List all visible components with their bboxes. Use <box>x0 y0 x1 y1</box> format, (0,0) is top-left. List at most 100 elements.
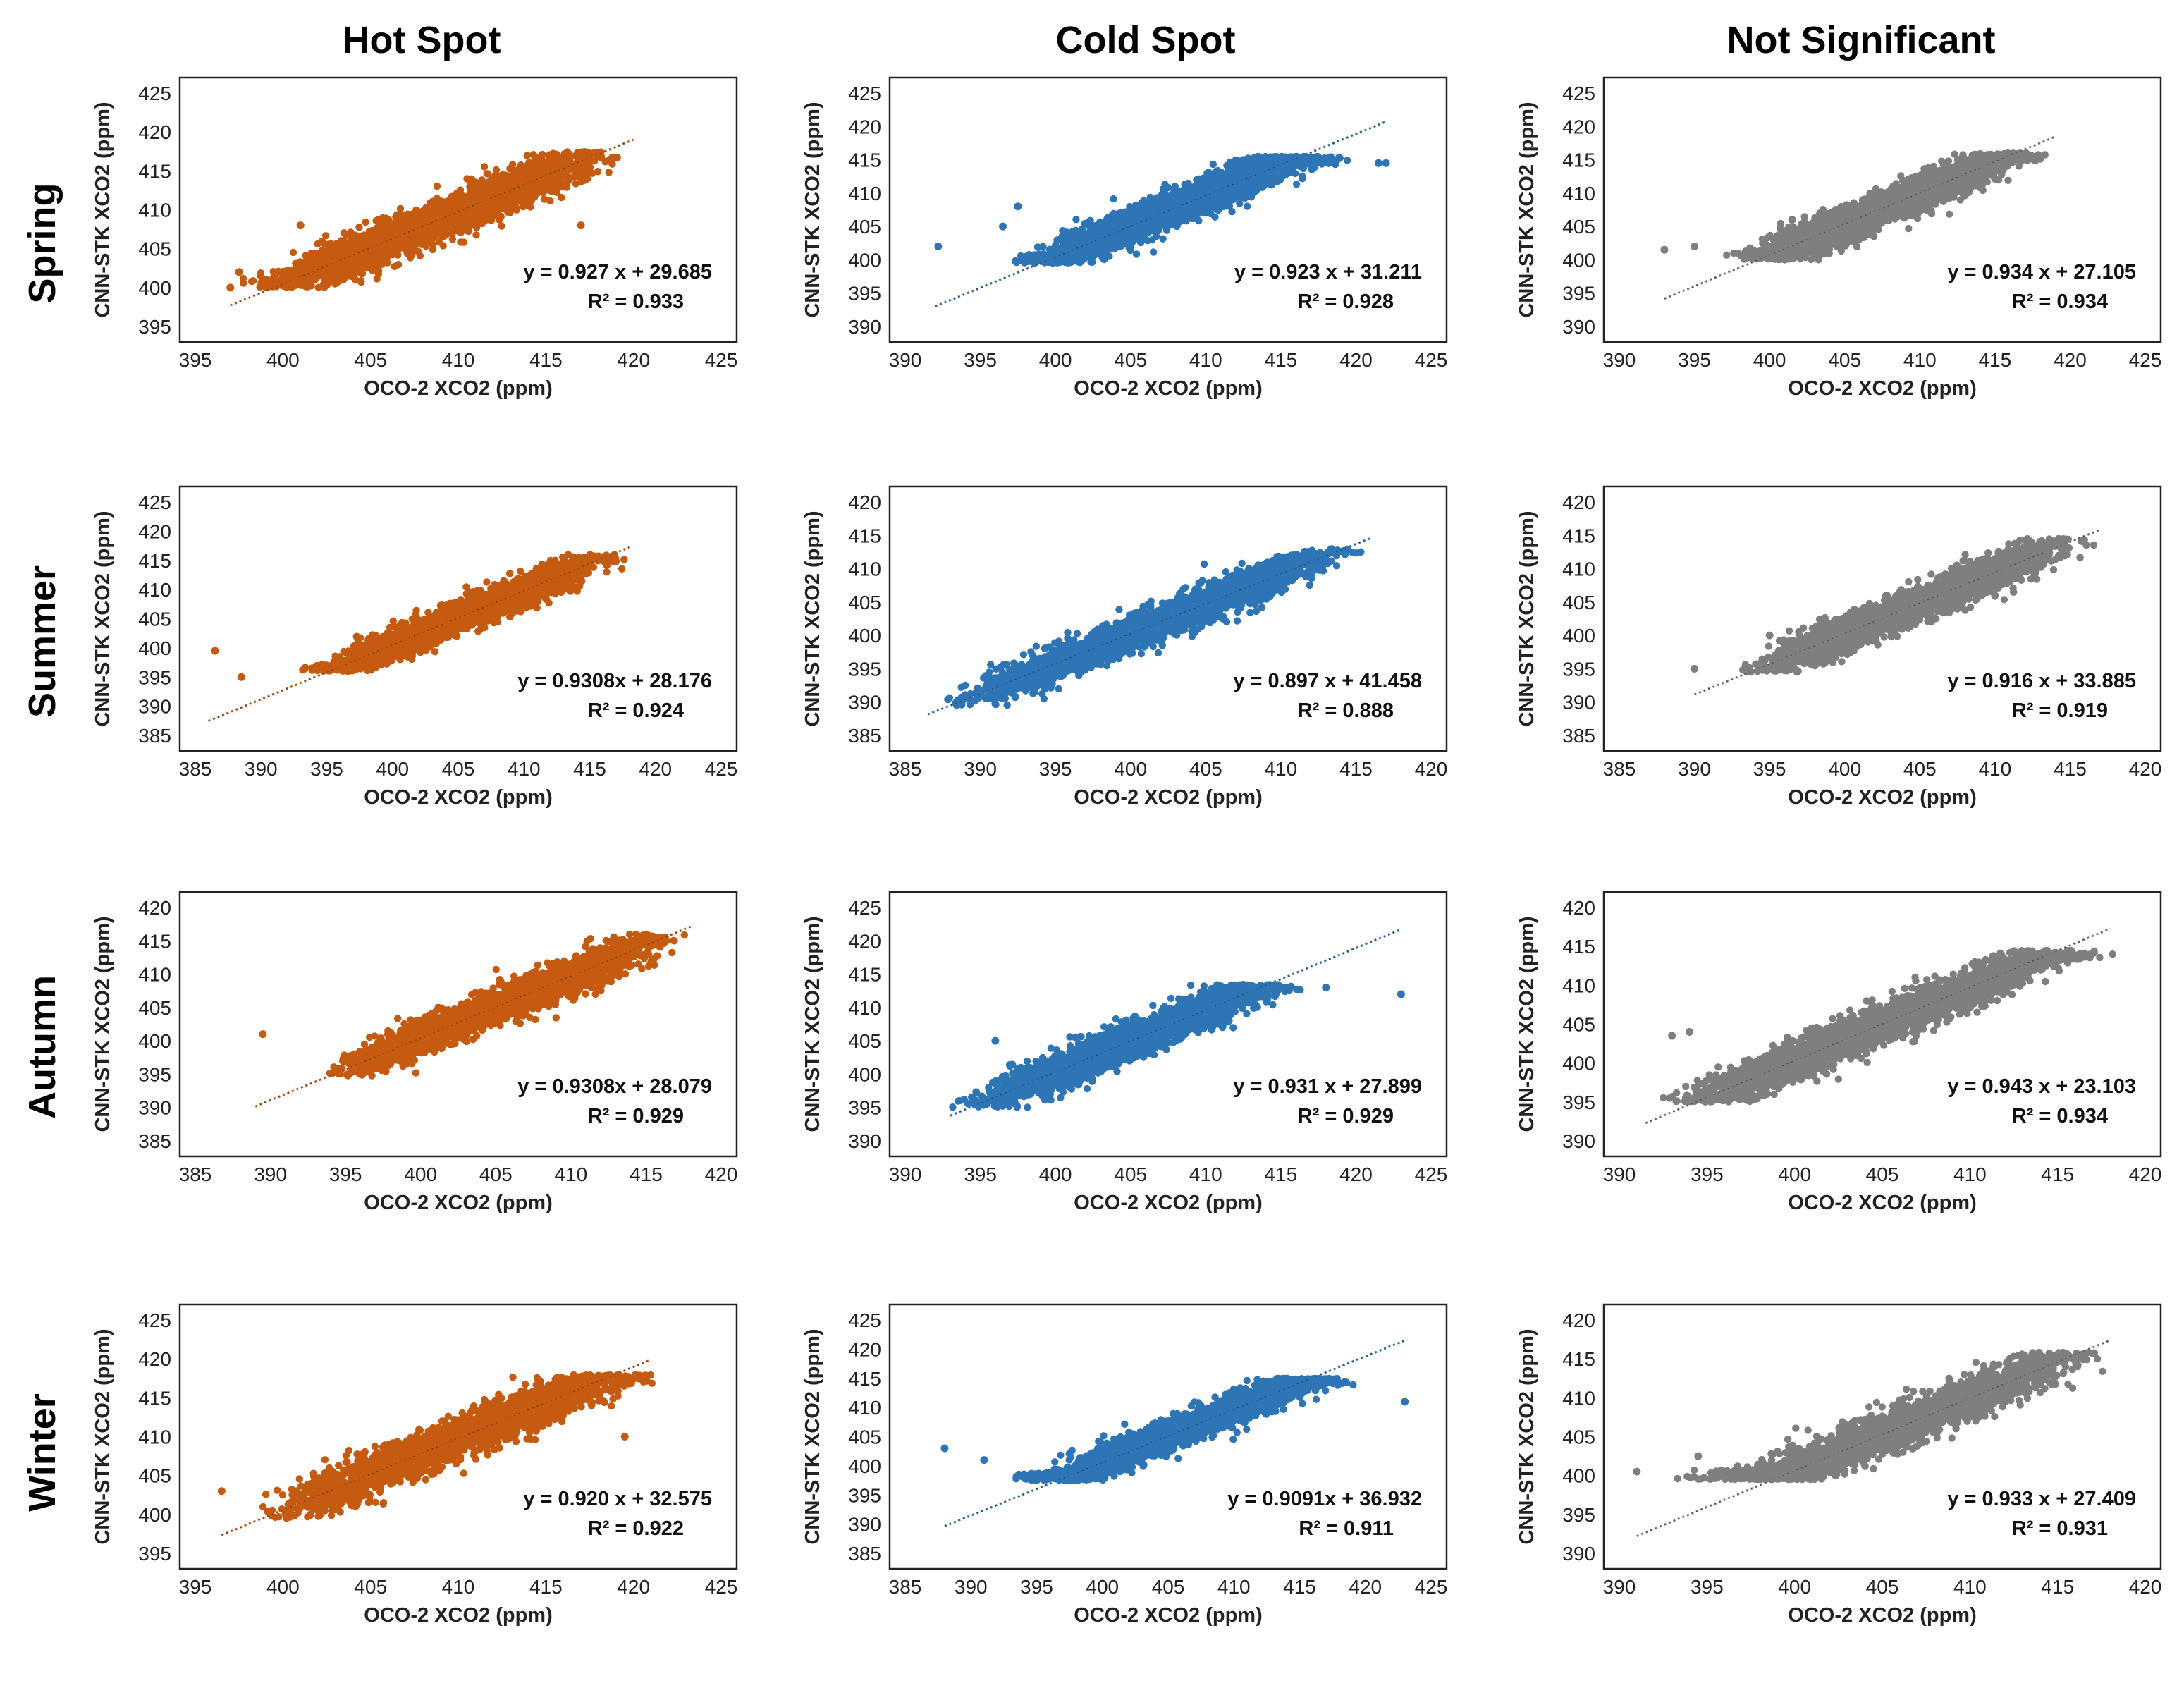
data-point <box>1167 211 1174 218</box>
scatter-figure: Hot Spot Cold Spot Not Significant Sprin… <box>0 0 2184 1700</box>
data-point <box>1170 201 1177 208</box>
x-tick-label: 405 <box>354 349 387 371</box>
data-point <box>460 238 467 245</box>
data-point <box>278 276 285 283</box>
data-point <box>472 231 479 238</box>
data-point <box>336 267 343 274</box>
data-point <box>484 170 491 177</box>
data-point <box>530 151 537 158</box>
data-point <box>507 209 514 216</box>
row-title-autumn: Autumn <box>21 975 63 1119</box>
data-point <box>582 163 589 170</box>
data-point <box>329 247 336 254</box>
x-tick-label: 400 <box>266 349 300 371</box>
data-point <box>2004 177 2011 184</box>
data-point <box>1248 157 1255 164</box>
data-point <box>480 180 487 187</box>
data-point <box>433 211 440 218</box>
data-point <box>1158 219 1165 226</box>
data-point <box>1299 175 1306 182</box>
data-point <box>1172 183 1179 190</box>
data-point <box>533 190 540 197</box>
data-point <box>465 209 472 216</box>
y-tick-label: 425 <box>138 82 171 104</box>
column-title-cold-spot: Cold Spot <box>1056 19 1236 61</box>
data-point <box>527 203 534 210</box>
data-point <box>303 255 310 262</box>
data-point <box>1258 175 1265 182</box>
data-point <box>1100 240 1107 247</box>
x-axis-label: OCO-2 XCO2 (ppm) <box>364 377 552 400</box>
column-title-hot-spot: Hot Spot <box>343 19 501 61</box>
x-tick-label: 425 <box>705 349 738 371</box>
data-point <box>1280 166 1287 173</box>
x-axis-label: OCO-2 XCO2 (ppm) <box>1788 377 1976 400</box>
x-tick-label: 395 <box>1678 349 1711 371</box>
data-point <box>1232 174 1239 181</box>
data-point <box>240 275 247 282</box>
data-point <box>536 182 543 189</box>
data-point <box>1050 250 1057 257</box>
data-point <box>498 204 505 211</box>
data-point <box>1108 240 1115 247</box>
data-point <box>1293 181 1300 188</box>
data-point <box>470 216 477 224</box>
data-point <box>417 252 424 259</box>
data-point <box>1344 157 1351 164</box>
data-point <box>303 279 310 286</box>
data-point <box>381 256 388 263</box>
outlier-point <box>1014 202 1022 210</box>
data-point <box>390 243 397 250</box>
y-tick-label: 425 <box>848 82 881 104</box>
data-point <box>483 207 490 214</box>
data-point <box>572 169 579 176</box>
data-point <box>357 277 364 284</box>
x-tick-label: 410 <box>1189 349 1222 371</box>
data-point <box>1244 202 1251 209</box>
data-point <box>1133 250 1140 257</box>
data-point <box>1138 200 1145 207</box>
data-point <box>540 165 547 172</box>
data-point <box>1059 227 1066 234</box>
data-point <box>1211 214 1218 221</box>
data-point <box>419 227 426 234</box>
data-point <box>493 166 500 173</box>
data-point <box>1115 217 1122 224</box>
y-tick-label: 410 <box>848 183 881 204</box>
data-point <box>345 231 352 238</box>
data-point <box>608 161 615 168</box>
x-tick-label: 420 <box>1339 349 1373 371</box>
data-point <box>1061 238 1068 245</box>
data-point <box>1228 208 1235 215</box>
y-tick-label: 395 <box>848 283 881 305</box>
y-tick-label: 395 <box>1562 283 1595 305</box>
data-point <box>434 183 441 190</box>
data-point <box>1168 194 1175 201</box>
data-point <box>1184 192 1191 200</box>
data-point <box>1069 253 1076 260</box>
data-point <box>1235 164 1242 171</box>
data-point <box>355 240 362 247</box>
data-point <box>1229 195 1236 202</box>
x-tick-label: 390 <box>1603 349 1636 371</box>
data-point <box>354 267 361 274</box>
data-point <box>546 174 553 181</box>
data-point <box>325 272 332 279</box>
data-point <box>368 229 375 236</box>
x-tick-label: 425 <box>1415 349 1448 371</box>
data-point <box>1320 154 1327 161</box>
data-point <box>1086 222 1093 229</box>
outlier-point <box>262 280 269 288</box>
panel-spring-hot-spot: 395 400 405 410 415 420 4253954004054104154204… <box>92 78 737 400</box>
data-point <box>422 237 429 244</box>
data-point <box>290 249 297 256</box>
data-point <box>395 261 402 268</box>
outlier-point <box>235 268 243 276</box>
data-point <box>1122 217 1129 224</box>
outlier-point <box>297 221 305 229</box>
data-point <box>1150 248 1157 255</box>
data-point <box>1220 203 1227 210</box>
data-point <box>594 168 601 175</box>
data-point <box>449 229 456 236</box>
data-point <box>1137 239 1144 246</box>
